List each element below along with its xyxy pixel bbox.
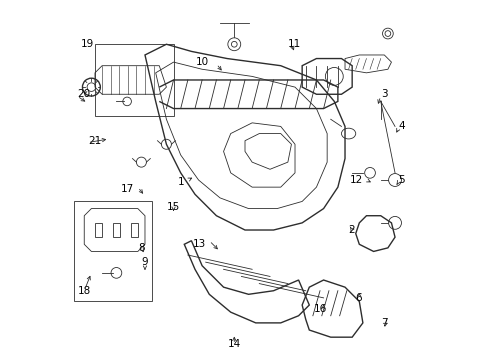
Bar xyxy=(95,44,173,116)
Text: 15: 15 xyxy=(167,202,180,212)
Text: 5: 5 xyxy=(398,175,405,185)
Text: 2: 2 xyxy=(348,225,355,235)
Text: 8: 8 xyxy=(138,243,145,253)
Text: 18: 18 xyxy=(77,286,91,296)
Text: 7: 7 xyxy=(381,318,388,328)
Text: 4: 4 xyxy=(398,121,405,131)
Text: 13: 13 xyxy=(193,239,206,249)
Text: 6: 6 xyxy=(356,293,363,303)
Bar xyxy=(95,223,102,237)
Text: 14: 14 xyxy=(228,339,241,349)
Bar xyxy=(74,202,152,301)
Text: 12: 12 xyxy=(350,175,363,185)
Text: 10: 10 xyxy=(196,57,209,67)
Text: 9: 9 xyxy=(142,257,148,267)
Text: 21: 21 xyxy=(88,136,101,146)
Text: 20: 20 xyxy=(77,89,90,99)
Text: 19: 19 xyxy=(81,39,94,49)
Text: 3: 3 xyxy=(381,89,388,99)
Bar xyxy=(131,223,138,237)
Bar xyxy=(113,223,120,237)
Text: 17: 17 xyxy=(121,184,134,194)
Text: 11: 11 xyxy=(288,39,301,49)
Text: 1: 1 xyxy=(178,177,184,187)
Text: 16: 16 xyxy=(314,303,327,314)
